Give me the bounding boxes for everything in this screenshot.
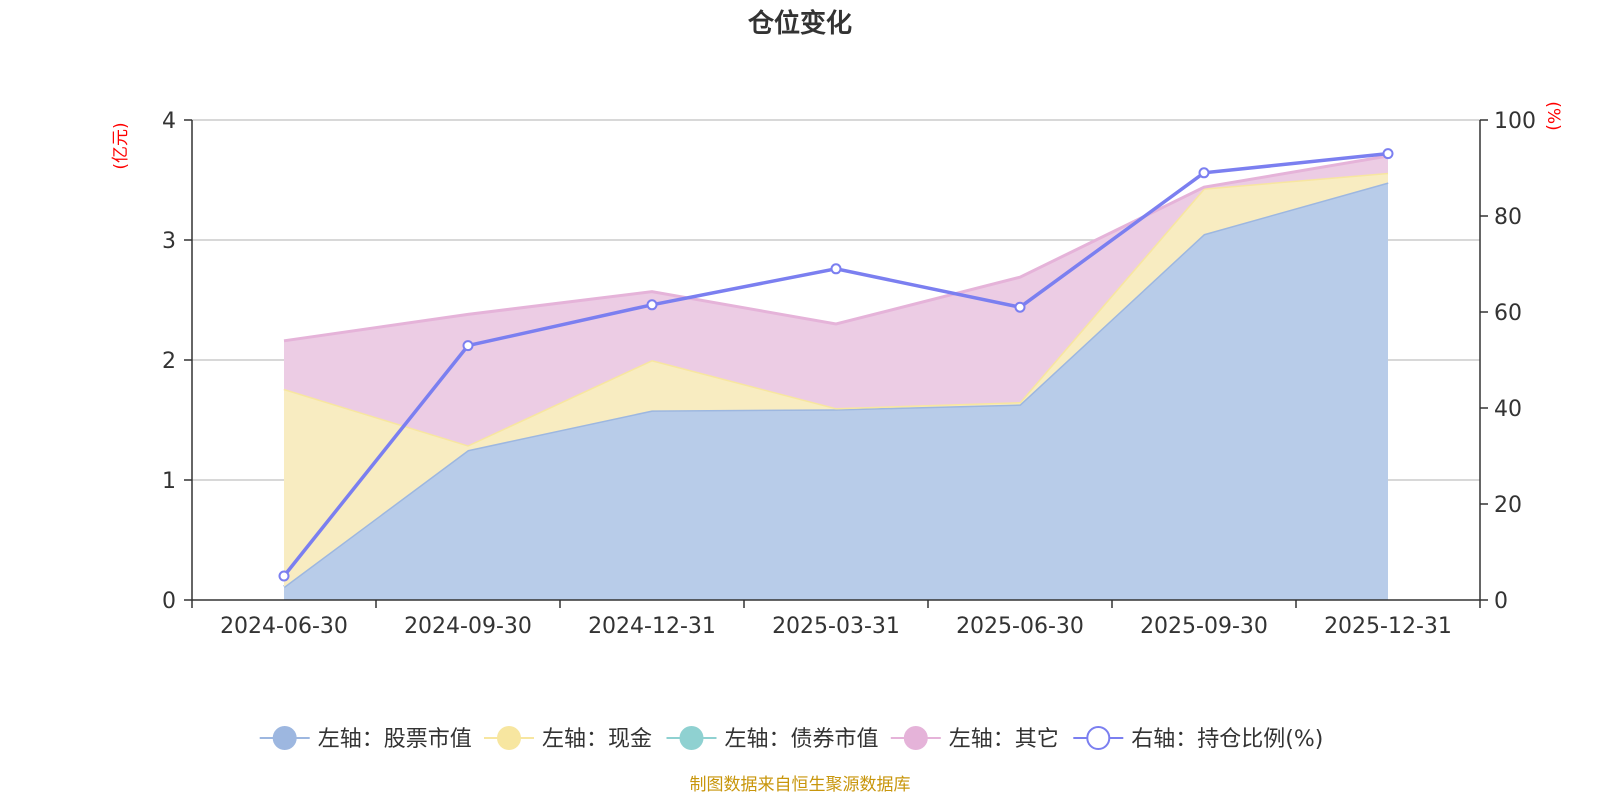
x-tick-label-1: 2024-09-30 (404, 614, 532, 639)
left-tick-label-0: 0 (162, 589, 176, 614)
ratio-line (278, 148, 1394, 582)
right-tick-label-0: 0 (1494, 589, 1508, 614)
legend: 左轴：股票市值 左轴：现金 左轴：债券市值 左轴：其它 右轴：持仓比例(%) (259, 726, 1323, 752)
right-tick-label-80: 80 (1494, 205, 1522, 230)
chart-title: 仓位变化 (747, 8, 852, 39)
left-tick-label-3: 3 (162, 229, 176, 254)
right-tick-label-40: 40 (1494, 397, 1522, 422)
legend-label-1: 左轴：现金 (542, 727, 652, 752)
legend-marker-2 (679, 726, 704, 750)
left-tick-label-1: 1 (162, 469, 176, 494)
legend-marker-3 (903, 726, 928, 750)
area-series-0 (284, 182, 1388, 600)
left-tick-label-2: 2 (162, 349, 176, 374)
right-axis-unit: (%) (1543, 101, 1563, 130)
legend-label-2: 左轴：债券市值 (725, 727, 879, 752)
x-tick-label-3: 2025-03-31 (772, 614, 900, 639)
ratio-point-3 (830, 263, 842, 275)
source-note: 制图数据来自恒生聚源数据库 (690, 775, 911, 795)
ratio-point-0 (278, 570, 290, 582)
x-tick-label-5: 2025-09-30 (1140, 614, 1268, 639)
legend-label-3: 左轴：其它 (949, 727, 1059, 752)
x-tick-label-0: 2024-06-30 (220, 614, 348, 639)
x-tick-label-6: 2025-12-31 (1324, 614, 1452, 639)
x-tick-label-4: 2025-06-30 (956, 614, 1084, 639)
legend-marker-0 (272, 726, 297, 750)
legend-label-0: 左轴：股票市值 (318, 727, 472, 752)
left-tick-label-4: 4 (162, 109, 176, 134)
area-edge-series-3 (283, 154, 1389, 343)
area-series-3 (284, 156, 1388, 446)
legend-marker-4 (1086, 726, 1111, 750)
right-tick-label-20: 20 (1494, 493, 1522, 518)
stacked-areas (283, 154, 1389, 600)
ratio-point-2 (646, 299, 658, 311)
right-tick-label-60: 60 (1494, 301, 1522, 326)
legend-label-4: 右轴：持仓比例(%) (1131, 727, 1323, 752)
left-axis-unit: (亿元) (111, 122, 131, 169)
legend-marker-1 (497, 726, 521, 750)
ratio-point-1 (462, 340, 474, 352)
ratio-point-5 (1198, 167, 1210, 179)
ratio-point-4 (1014, 301, 1026, 313)
right-tick-label-100: 100 (1494, 109, 1536, 134)
x-tick-label-2: 2024-12-31 (588, 614, 716, 639)
ratio-point-6 (1382, 148, 1394, 160)
